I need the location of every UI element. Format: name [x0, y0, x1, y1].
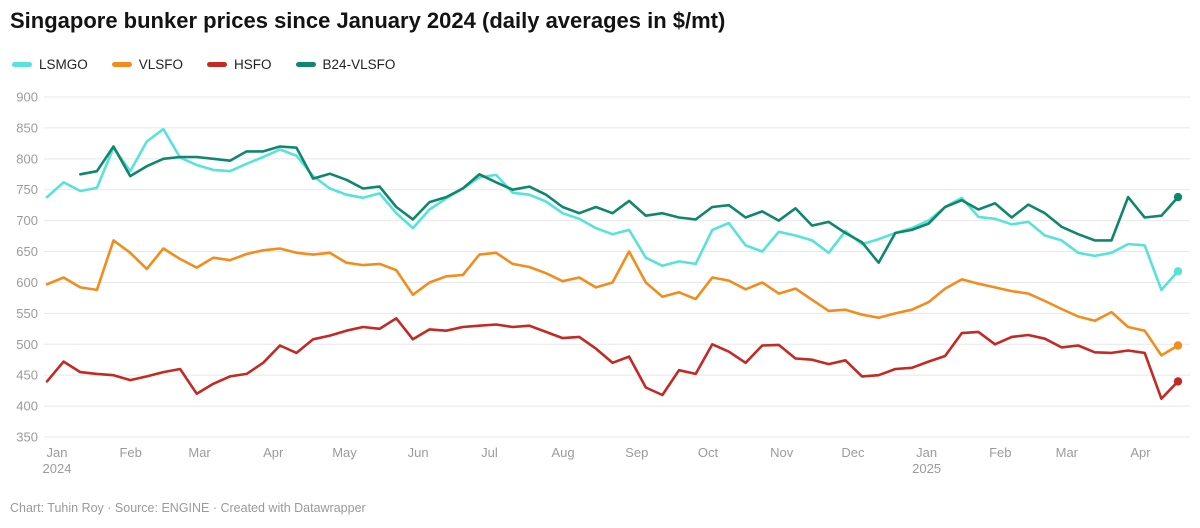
x-axis-label: Apr — [1130, 445, 1151, 460]
y-axis-label: 700 — [16, 213, 38, 228]
y-axis-label: 600 — [16, 275, 38, 290]
y-axis-label: 350 — [16, 430, 38, 445]
series-end-dot-vlsfo — [1173, 341, 1183, 350]
y-axis-label: 850 — [16, 120, 38, 135]
x-axis-label: May — [332, 445, 357, 460]
y-axis-label: 900 — [16, 90, 38, 105]
legend-label: VLSFO — [138, 57, 184, 72]
series-line-vlsfo — [45, 239, 1180, 357]
x-axis-label: Jul — [481, 445, 498, 460]
x-axis-label: Mar — [1056, 445, 1079, 460]
x-axis-year-label: 2024 — [43, 461, 72, 476]
y-axis-label: 450 — [16, 368, 38, 383]
x-axis-label: Jan — [916, 445, 937, 460]
y-axis-label: 500 — [16, 337, 38, 352]
chart-legend: LSMGO VLSFO HSFO B24-VLSFO — [12, 57, 395, 72]
x-axis-year-label: 2025 — [912, 461, 941, 476]
x-axis-label: Apr — [263, 445, 284, 460]
x-axis-label: Sep — [625, 445, 648, 460]
y-axis-label: 400 — [16, 399, 38, 414]
legend-label: B24-VLSFO — [322, 57, 396, 72]
x-axis-label: Aug — [552, 445, 575, 460]
legend-item-b24-vlsfo: B24-VLSFO — [295, 57, 396, 72]
x-axis-label: Jan — [47, 445, 68, 460]
series-line-hsfo — [45, 317, 1180, 400]
legend-swatch-icon — [111, 62, 132, 67]
y-axis-label: 650 — [16, 244, 38, 259]
y-axis-label: 750 — [16, 182, 38, 197]
x-axis-label: Feb — [119, 445, 141, 460]
series-line-b24-vlsfo — [79, 145, 1180, 264]
legend-item-hsfo: HSFO — [207, 57, 272, 72]
legend-item-lsmgo: LSMGO — [12, 57, 88, 72]
series-end-dot-b24-vlsfo — [1173, 192, 1183, 202]
legend-item-vlsfo: VLSFO — [111, 57, 184, 72]
x-axis-label: Oct — [698, 445, 719, 460]
legend-swatch-icon — [12, 62, 32, 67]
series-end-dot-lsmgo — [1173, 267, 1183, 276]
legend-label: LSMGO — [39, 57, 88, 72]
legend-swatch-icon — [207, 62, 228, 67]
legend-swatch-icon — [295, 62, 316, 67]
footer-credit: Chart: Tuhin Roy · Source: ENGINE · Crea… — [10, 501, 366, 515]
chart-title: Singapore bunker prices since January 20… — [10, 8, 726, 33]
y-axis-label: 550 — [16, 306, 38, 321]
y-axis-label: 800 — [16, 151, 38, 166]
x-axis-label: Nov — [770, 445, 794, 460]
x-axis-label: Dec — [841, 445, 865, 460]
series-line-lsmgo — [45, 127, 1180, 292]
series-end-dot-hsfo — [1173, 377, 1183, 386]
x-axis-label: Mar — [188, 445, 211, 460]
legend-label: HSFO — [234, 57, 272, 72]
x-axis-label: Jun — [408, 445, 429, 460]
x-axis-label: Feb — [989, 445, 1011, 460]
